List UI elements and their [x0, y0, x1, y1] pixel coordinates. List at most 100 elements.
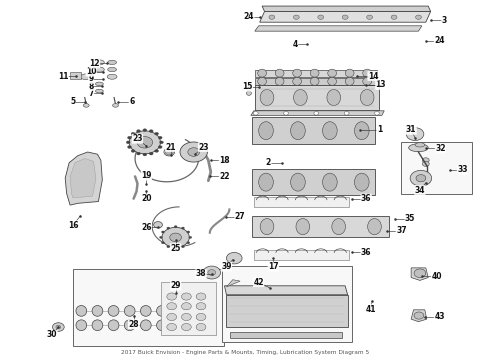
- Polygon shape: [230, 332, 342, 338]
- Text: 2: 2: [266, 158, 271, 167]
- Polygon shape: [226, 295, 347, 327]
- Circle shape: [416, 175, 426, 182]
- Bar: [401, 141, 472, 194]
- Circle shape: [129, 131, 160, 154]
- Circle shape: [127, 145, 131, 148]
- Circle shape: [131, 132, 135, 135]
- Polygon shape: [224, 286, 347, 295]
- Circle shape: [314, 112, 319, 115]
- Text: 30: 30: [47, 330, 57, 339]
- Bar: [255, 69, 377, 77]
- Circle shape: [126, 141, 130, 144]
- Circle shape: [269, 15, 275, 19]
- Ellipse shape: [258, 69, 267, 77]
- Circle shape: [159, 236, 162, 238]
- Ellipse shape: [363, 77, 371, 85]
- Circle shape: [127, 136, 131, 139]
- Circle shape: [167, 227, 170, 229]
- Text: 22: 22: [219, 172, 230, 181]
- Ellipse shape: [154, 222, 162, 228]
- Polygon shape: [65, 152, 102, 205]
- Bar: [255, 78, 377, 85]
- Text: 17: 17: [268, 262, 279, 271]
- Circle shape: [344, 112, 349, 115]
- Text: 11: 11: [58, 72, 69, 81]
- Ellipse shape: [291, 173, 305, 191]
- Circle shape: [137, 130, 141, 132]
- Text: 28: 28: [128, 320, 139, 329]
- Text: 12: 12: [89, 59, 100, 68]
- Circle shape: [187, 231, 190, 233]
- Circle shape: [318, 15, 324, 19]
- Text: 23: 23: [198, 143, 209, 152]
- Circle shape: [226, 252, 242, 264]
- Text: 6: 6: [129, 97, 134, 106]
- Text: 18: 18: [219, 156, 230, 165]
- Ellipse shape: [327, 89, 341, 105]
- Ellipse shape: [95, 60, 104, 65]
- Ellipse shape: [275, 69, 284, 77]
- Ellipse shape: [96, 82, 103, 86]
- Circle shape: [181, 246, 184, 248]
- Text: 43: 43: [434, 312, 445, 321]
- Circle shape: [162, 242, 164, 244]
- Polygon shape: [262, 6, 431, 12]
- Ellipse shape: [141, 306, 151, 316]
- Ellipse shape: [157, 320, 167, 330]
- Circle shape: [143, 129, 147, 132]
- Ellipse shape: [291, 122, 305, 140]
- Ellipse shape: [328, 77, 337, 85]
- Ellipse shape: [113, 104, 119, 107]
- Text: 34: 34: [415, 185, 425, 194]
- Bar: [221, 266, 352, 342]
- Bar: [252, 216, 389, 237]
- Circle shape: [149, 152, 153, 155]
- Circle shape: [406, 128, 424, 140]
- Text: 39: 39: [221, 262, 232, 271]
- Polygon shape: [226, 280, 240, 287]
- Text: 37: 37: [396, 226, 407, 235]
- Text: 2017 Buick Envision - Engine Parts & Mounts, Timing, Lubrication System Diagram : 2017 Buick Envision - Engine Parts & Mou…: [121, 350, 369, 355]
- Circle shape: [181, 323, 191, 330]
- Text: 16: 16: [68, 221, 78, 230]
- Ellipse shape: [354, 122, 369, 140]
- Circle shape: [149, 130, 153, 132]
- Ellipse shape: [92, 306, 103, 316]
- Text: 15: 15: [242, 82, 253, 91]
- Text: 26: 26: [141, 223, 151, 232]
- Circle shape: [181, 227, 184, 229]
- Ellipse shape: [310, 69, 319, 77]
- Text: 40: 40: [431, 271, 442, 280]
- Circle shape: [391, 15, 397, 19]
- Ellipse shape: [275, 77, 284, 85]
- Circle shape: [162, 231, 164, 233]
- Circle shape: [284, 112, 289, 115]
- Circle shape: [167, 303, 176, 310]
- Ellipse shape: [258, 77, 267, 85]
- Circle shape: [165, 149, 173, 155]
- Circle shape: [342, 15, 348, 19]
- Text: 25: 25: [171, 244, 181, 253]
- Circle shape: [170, 233, 181, 242]
- Circle shape: [52, 323, 64, 331]
- Ellipse shape: [354, 173, 369, 191]
- Circle shape: [174, 247, 177, 249]
- Ellipse shape: [246, 91, 251, 95]
- Circle shape: [180, 142, 207, 162]
- Text: 7: 7: [88, 89, 94, 98]
- Circle shape: [367, 15, 372, 19]
- Text: 31: 31: [406, 125, 416, 134]
- Ellipse shape: [360, 89, 374, 105]
- Ellipse shape: [363, 69, 371, 77]
- Circle shape: [422, 158, 429, 163]
- Text: 10: 10: [86, 67, 97, 76]
- Ellipse shape: [107, 74, 117, 79]
- Ellipse shape: [157, 306, 167, 316]
- Circle shape: [189, 236, 192, 238]
- Ellipse shape: [124, 306, 135, 316]
- Text: 13: 13: [375, 81, 386, 90]
- Text: 42: 42: [253, 278, 264, 287]
- Ellipse shape: [368, 219, 381, 235]
- Circle shape: [188, 148, 199, 156]
- Circle shape: [253, 112, 258, 115]
